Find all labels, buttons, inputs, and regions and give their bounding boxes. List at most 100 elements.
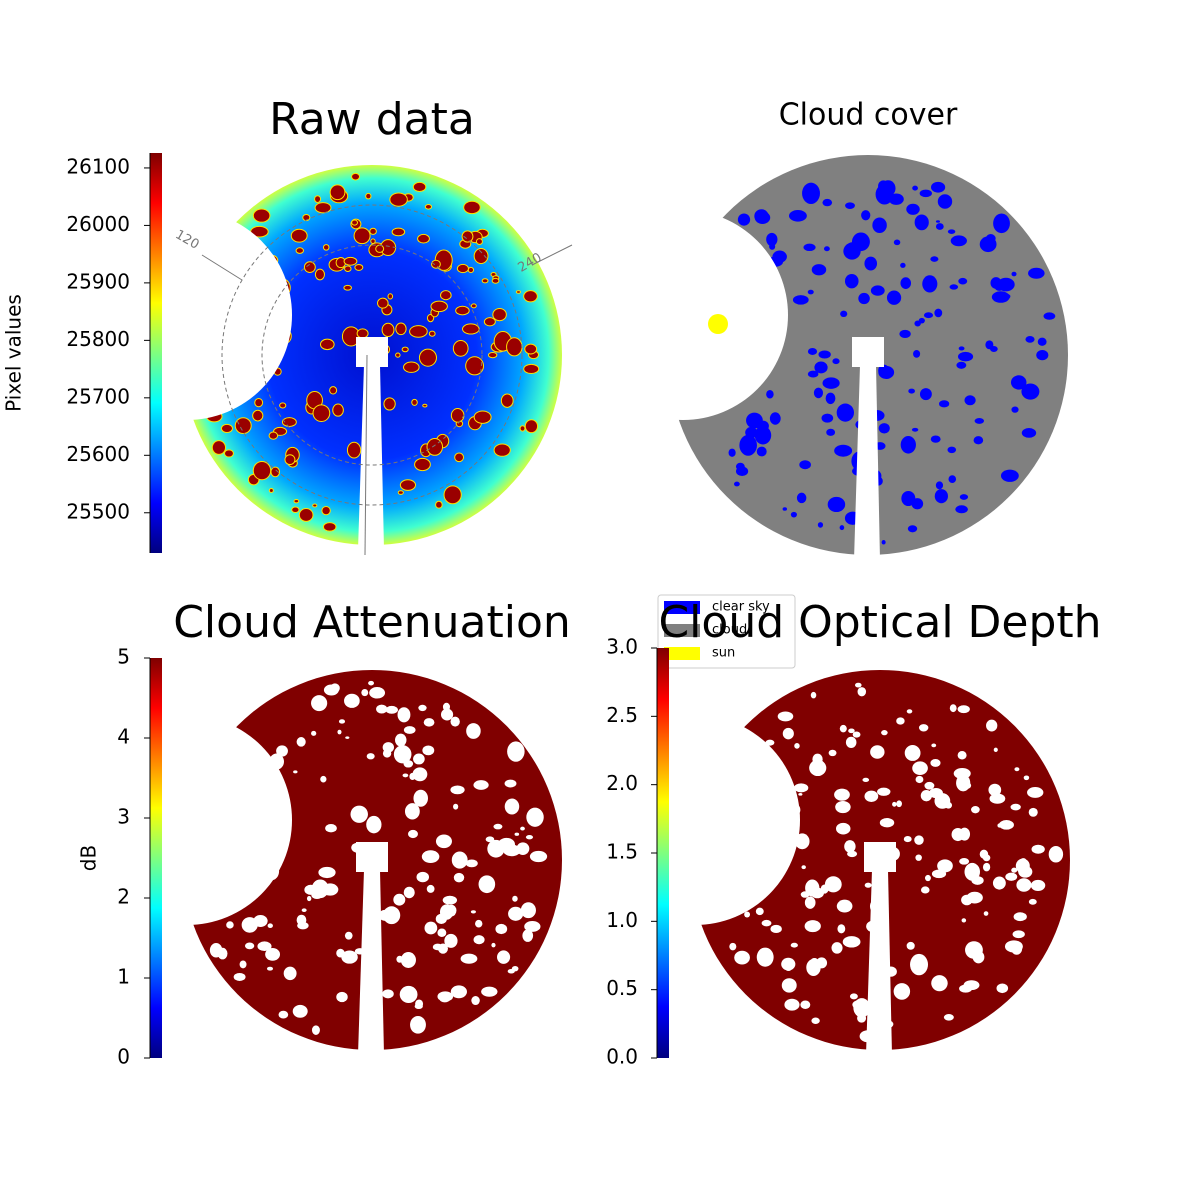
- cloud-patch: [853, 998, 871, 1018]
- cloud-patch: [411, 398, 418, 406]
- cloud-patch: [737, 213, 751, 226]
- cloud-patch: [812, 753, 823, 765]
- cloud-patch: [965, 941, 983, 959]
- legend: clear sky cloud sun: [657, 594, 796, 669]
- legend-label: clear sky: [712, 600, 770, 615]
- cloud-patch: [957, 751, 967, 760]
- cloud-patch: [1027, 786, 1044, 798]
- panel-title: Raw data: [269, 94, 475, 145]
- cloud-patch: [318, 866, 336, 879]
- cloud-patch: [948, 475, 957, 484]
- cloud-patch: [453, 872, 465, 883]
- cloud-patch: [267, 955, 274, 960]
- cloud-patch: [1016, 878, 1032, 892]
- cloud-patch: [806, 958, 821, 977]
- cloud-patch: [395, 733, 407, 747]
- cloud-patch: [1000, 469, 1019, 482]
- colorbar-tick-label: 2: [117, 885, 130, 909]
- cloud-patch: [878, 180, 889, 192]
- cloud-patch: [903, 836, 912, 843]
- colorbar-tick-label: 25700: [66, 384, 130, 408]
- cloud-patch: [395, 322, 407, 336]
- cloud-patch: [450, 716, 460, 727]
- cloud-patch: [366, 753, 375, 760]
- colorbar-label: dB: [77, 845, 101, 871]
- cloud-patch: [870, 285, 885, 296]
- cloud-patch: [864, 882, 872, 888]
- cloud-patch: [769, 412, 781, 425]
- cloud-patch: [834, 788, 850, 801]
- cloud-patch: [322, 883, 339, 896]
- cloud-patch: [453, 803, 459, 810]
- obstruction: [358, 365, 384, 550]
- cloud-patch: [931, 869, 947, 879]
- cloud-patch: [931, 743, 937, 748]
- cloud-patch: [982, 862, 991, 872]
- cloud-patch: [410, 1015, 426, 1034]
- cloud-patch: [756, 947, 774, 967]
- cloud-patch: [338, 719, 346, 724]
- cloud-patch: [435, 500, 443, 509]
- cloud-patch: [441, 708, 454, 721]
- cloud-patch: [1028, 267, 1045, 279]
- polar-grid: [201, 254, 243, 281]
- cloud-patch: [957, 705, 970, 714]
- cloud-patch: [268, 431, 279, 440]
- cloud-patch: [979, 236, 997, 253]
- obstruction: [864, 842, 896, 872]
- obstruction: [82, 715, 292, 925]
- cloud-patch: [931, 975, 948, 992]
- cloud-patch: [337, 729, 342, 735]
- cloud-patch: [397, 707, 411, 723]
- cloud-patch: [803, 243, 816, 252]
- cloud-patch: [896, 717, 905, 725]
- cloud-patch: [414, 1003, 423, 1009]
- cloud-patch: [919, 189, 932, 198]
- cloud-patch: [1021, 383, 1040, 400]
- cloud-patch: [470, 910, 476, 914]
- cloud-patch: [1012, 930, 1025, 939]
- cloud-patch: [820, 884, 829, 894]
- sun: [708, 314, 728, 334]
- cloud-patch: [424, 204, 433, 210]
- cloud-patch: [322, 522, 337, 532]
- cloud-patch: [320, 775, 327, 783]
- cloud-patch: [417, 233, 430, 244]
- cloud-patch: [943, 1013, 954, 1021]
- cloud-patch: [395, 352, 401, 358]
- cloud-patch: [514, 832, 520, 836]
- cloud-patch: [790, 511, 797, 518]
- cloud-patch: [918, 317, 925, 324]
- cloud-patch: [938, 400, 950, 408]
- cloud-patch: [418, 704, 427, 712]
- cloud-patch: [370, 238, 376, 244]
- cloud-patch: [413, 753, 425, 765]
- cloud-patch: [329, 386, 338, 395]
- cloud-patch: [784, 998, 800, 1011]
- cloud-patch: [944, 801, 953, 809]
- cloud-patch: [1011, 271, 1017, 277]
- cloud-patch: [900, 436, 916, 454]
- cloud-patch: [523, 363, 540, 375]
- cloud-patch: [284, 454, 296, 466]
- colorbar-tick-label: 2.5: [606, 703, 638, 727]
- cloud-patch: [492, 307, 507, 322]
- cloud-patch: [1028, 898, 1037, 905]
- cloud-patch: [491, 277, 500, 284]
- cloud-patch: [351, 219, 359, 226]
- cloud-patch: [756, 446, 767, 457]
- colorbar-tick-label: 1.5: [606, 840, 638, 864]
- cloud-patch: [311, 730, 317, 736]
- cloud-patch: [765, 739, 775, 746]
- cloud-patch: [461, 230, 474, 243]
- cloud-patch: [270, 466, 281, 478]
- cloud-patch: [861, 210, 871, 221]
- cloud-patch: [507, 741, 525, 762]
- cloud-patch: [409, 772, 416, 781]
- cloud-patch: [878, 364, 890, 377]
- cloud-patch: [832, 358, 840, 365]
- cloud-patch: [343, 284, 352, 291]
- cloud-patch: [782, 507, 788, 511]
- cloud-patch: [870, 745, 885, 759]
- obstruction: [358, 870, 384, 1055]
